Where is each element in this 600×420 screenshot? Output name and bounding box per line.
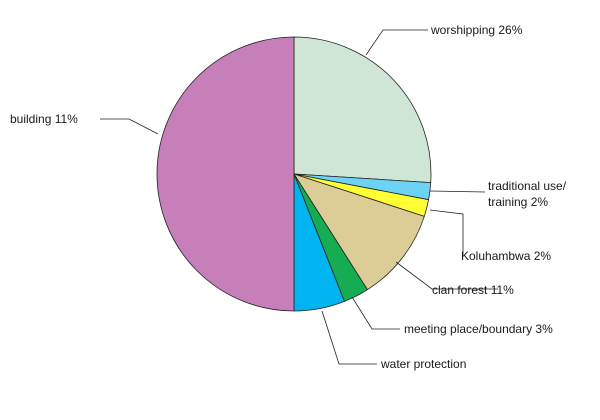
label-traditional-use-line1: traditional use/: [488, 179, 567, 193]
leader-clan-forest: [395, 261, 498, 290]
label-water-protection: water protection: [380, 357, 466, 371]
label-building: building 11%: [10, 112, 78, 126]
pie-slices: [156, 36, 432, 312]
label-worshipping: worshipping 26%: [430, 23, 523, 37]
label-clan-forest: clan forest 11%: [432, 283, 514, 297]
label-meeting-place: meeting place/boundary 3%: [404, 322, 553, 336]
leader-worshipping: [365, 29, 428, 56]
leader-lines: [100, 29, 498, 365]
pie-slice-3: [293, 173, 425, 291]
leader-traditional-use: [429, 190, 486, 193]
leader-koluhambwa: [429, 209, 464, 255]
leader-water-protection: [321, 310, 377, 365]
label-traditional-use-line2: training 2%: [488, 195, 548, 209]
label-koluhambwa: Koluhambwa 2%: [461, 249, 551, 263]
leader-building: [100, 118, 159, 135]
leader-meeting-place: [351, 296, 400, 330]
pie-slice-0: [293, 36, 432, 184]
slice-labels: worshipping 26% traditional use/ trainin…: [10, 23, 567, 371]
pie-slice-6: [156, 36, 295, 312]
